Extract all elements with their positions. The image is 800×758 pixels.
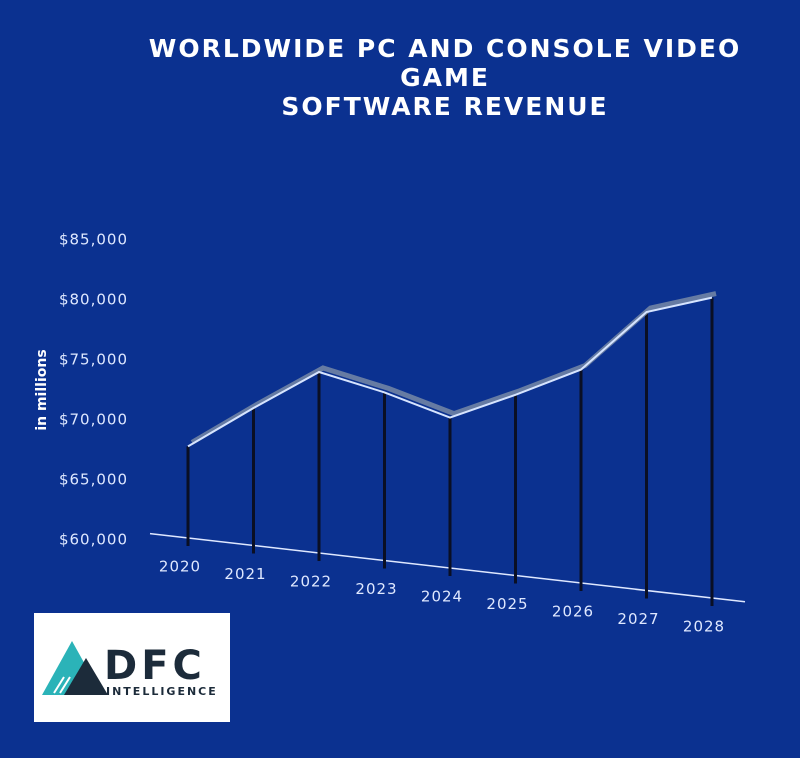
logo: DFC INTELLIGENCE xyxy=(34,613,230,722)
x-tick-label: 2020 xyxy=(159,558,201,576)
x-tick-label: 2028 xyxy=(683,618,725,636)
x-tick-label: 2021 xyxy=(224,565,266,583)
line xyxy=(187,296,713,448)
y-tick-label: $75,000 xyxy=(59,351,128,369)
x-tick-label: 2022 xyxy=(290,573,332,591)
x-tick-label: 2026 xyxy=(552,603,594,621)
y-tick-label: $80,000 xyxy=(59,291,128,309)
logo-graphic: DFC INTELLIGENCE xyxy=(42,641,218,698)
y-axis-label: in millions xyxy=(34,349,50,430)
y-tick-label: $60,000 xyxy=(59,531,128,549)
chart-title: WORLDWIDE PC AND CONSOLE VIDEO GAME SOFT… xyxy=(148,34,742,121)
x-tick-label: 2023 xyxy=(355,580,397,598)
x-tick-label: 2025 xyxy=(486,595,528,613)
ribbon-shadow xyxy=(190,291,717,445)
y-tick-label: $85,000 xyxy=(59,231,128,249)
logo-tagline: INTELLIGENCE xyxy=(106,685,218,698)
logo-name: DFC xyxy=(104,643,206,689)
x-tick-label: 2027 xyxy=(617,610,659,628)
x-tick-label: 2024 xyxy=(421,588,463,606)
y-tick-label: $70,000 xyxy=(59,411,128,429)
y-tick-label: $65,000 xyxy=(59,471,128,489)
